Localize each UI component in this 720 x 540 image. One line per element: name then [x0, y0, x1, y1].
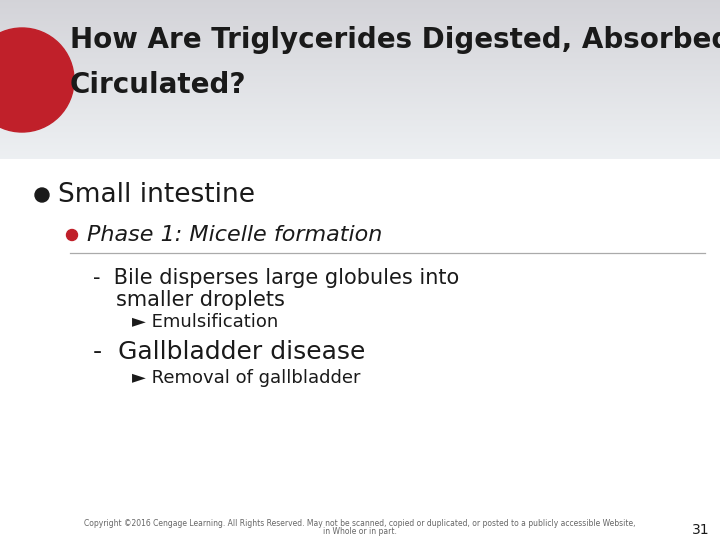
Text: How Are Triglycerides Digested, Absorbed, and: How Are Triglycerides Digested, Absorbed… — [70, 26, 720, 54]
Text: -  Bile disperses large globules into: - Bile disperses large globules into — [93, 268, 459, 288]
Text: in Whole or in part.: in Whole or in part. — [323, 528, 397, 537]
Text: 31: 31 — [693, 523, 710, 537]
Text: Phase 1: Micelle formation: Phase 1: Micelle formation — [87, 225, 382, 245]
Text: ► Emulsification: ► Emulsification — [132, 313, 278, 331]
Text: -  Gallbladder disease: - Gallbladder disease — [93, 340, 365, 364]
Circle shape — [0, 28, 74, 132]
Text: smaller droplets: smaller droplets — [116, 290, 285, 310]
Text: ► Removal of gallbladder: ► Removal of gallbladder — [132, 369, 361, 387]
Circle shape — [35, 188, 49, 202]
Text: Small intestine: Small intestine — [58, 182, 255, 208]
Text: Circulated?: Circulated? — [70, 71, 246, 99]
Text: Copyright ©2016 Cengage Learning. All Rights Reserved. May not be scanned, copie: Copyright ©2016 Cengage Learning. All Ri… — [84, 519, 636, 529]
Circle shape — [66, 230, 78, 240]
